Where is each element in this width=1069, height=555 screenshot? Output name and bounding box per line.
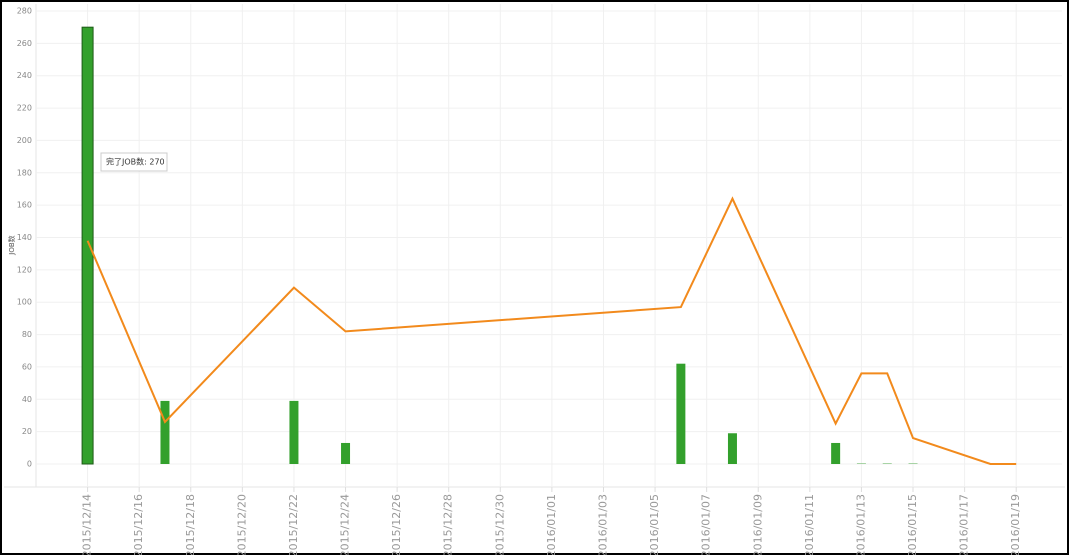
line — [86, 196, 1017, 465]
x-tick-label: 2015/12/30 — [493, 494, 506, 555]
bar — [160, 400, 170, 464]
x-tick-label: 2016/01/09 — [751, 494, 764, 555]
y-tick-label: 20 — [22, 427, 32, 436]
bar — [676, 363, 686, 464]
y-tick-label: 200 — [17, 136, 32, 145]
y-tick-label: 220 — [17, 104, 32, 113]
tooltip: 完了JOB数: 270 — [100, 152, 168, 172]
x-tick-label: 2016/01/17 — [958, 494, 971, 555]
y-tick-label: 40 — [22, 395, 32, 404]
x-tick-label: 2015/12/24 — [339, 494, 352, 555]
x-tick-label: 2015/12/28 — [442, 494, 455, 555]
bar — [341, 442, 351, 464]
x-tick-label: 2015/12/20 — [235, 494, 248, 555]
x-tick-label: 2016/01/15 — [906, 494, 919, 555]
bar — [856, 463, 866, 464]
bar — [727, 433, 737, 464]
x-tick-label: 2016/01/05 — [648, 494, 661, 555]
y-tick-label: 280 — [17, 7, 32, 16]
y-tick-label: 60 — [22, 362, 32, 371]
x-tick-label: 2015/12/22 — [287, 494, 300, 555]
x-tick-label: 2015/12/18 — [184, 494, 197, 555]
y-tick-label: 100 — [17, 298, 32, 307]
x-tick-label: 2015/12/14 — [81, 494, 94, 555]
bar — [81, 26, 94, 465]
tooltip-box — [100, 152, 168, 172]
y-tick-label: 260 — [17, 39, 32, 48]
bar — [908, 463, 918, 464]
x-tick-label: 2016/01/13 — [854, 494, 867, 555]
tooltip-text: 完了JOB数: 270 — [106, 157, 165, 167]
y-tick-label: 160 — [17, 201, 32, 210]
x-tick-label: 2015/12/16 — [132, 494, 145, 555]
bar — [831, 442, 841, 464]
x-tick-label: 2016/01/19 — [1009, 494, 1022, 555]
bar — [289, 400, 299, 464]
y-axis-label: JOB数 — [7, 235, 16, 255]
x-tick-label: 2016/01/07 — [700, 494, 713, 555]
y-tick-label: 240 — [17, 71, 32, 80]
y-tick-label: 180 — [17, 168, 32, 177]
y-tick-label: 0 — [27, 460, 32, 469]
y-tick-label: 120 — [17, 265, 32, 274]
x-tick-label: 2015/12/26 — [390, 494, 403, 555]
y-tick-label: 80 — [22, 330, 32, 339]
x-tick-label: 2016/01/03 — [596, 494, 609, 555]
x-tick-label: 2016/01/01 — [545, 494, 558, 555]
x-tick-label: 2016/01/11 — [803, 494, 816, 555]
bar — [882, 463, 892, 464]
y-tick-label: 140 — [17, 233, 32, 242]
